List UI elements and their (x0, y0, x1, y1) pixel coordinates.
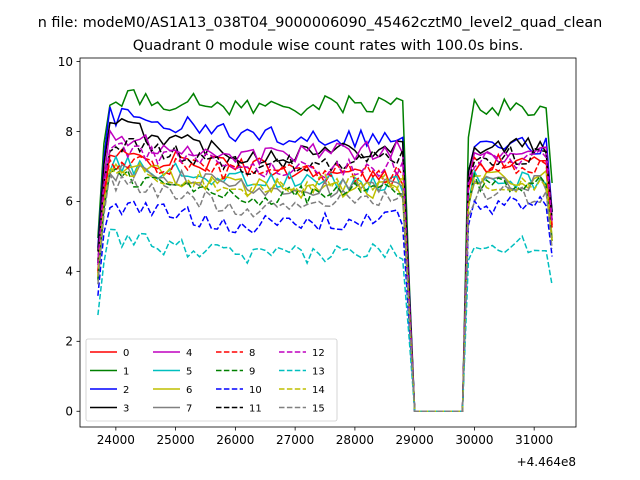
x-axis: 24000 25000 26000 27000 28000 29000 30000 31000 (97, 427, 553, 447)
x-offset-label: +4.464e8 (517, 455, 576, 469)
legend-label-11: 11 (249, 403, 262, 414)
x-tick-label: 28000 (336, 433, 374, 447)
series-layer (97, 88, 553, 413)
legend-label-10: 10 (249, 385, 262, 396)
series-line-14 (97, 161, 553, 413)
figure-suptitle: n file: modeM0/AS1A13_038T04_9000006090_… (38, 15, 603, 31)
legend-label-5: 5 (186, 366, 192, 377)
series-line-3 (97, 117, 553, 413)
x-tick-label: 26000 (216, 433, 254, 447)
series-line-9 (97, 167, 553, 413)
legend-label-8: 8 (249, 348, 255, 359)
x-tick-label: 25000 (157, 433, 195, 447)
series-line-11 (97, 137, 553, 413)
series-line-0 (97, 148, 553, 413)
legend-label-15: 15 (312, 403, 325, 414)
legend-label-13: 13 (312, 366, 325, 377)
legend-label-6: 6 (186, 385, 192, 396)
y-tick-label: 8 (65, 125, 73, 139)
legend-label-1: 1 (123, 366, 129, 377)
series-line-1 (97, 88, 553, 413)
y-tick-label: 10 (58, 55, 73, 69)
chart-title: Quadrant 0 module wise count rates with … (133, 38, 524, 54)
series-line-7 (97, 163, 553, 413)
axes-frame (79, 57, 577, 428)
series-line-15 (97, 173, 553, 413)
legend-label-2: 2 (123, 385, 129, 396)
x-tick-label: 27000 (276, 433, 314, 447)
series-line-13 (97, 228, 553, 413)
x-tick-label: 30000 (455, 433, 493, 447)
series-line-8 (97, 155, 553, 413)
x-tick-label: 31000 (515, 433, 553, 447)
y-tick-label: 6 (65, 195, 73, 209)
legend-label-4: 4 (186, 348, 192, 359)
series-line-12 (97, 142, 553, 413)
y-tick-label: 0 (65, 405, 73, 419)
y-axis: 0 2 4 6 8 10 (58, 55, 80, 419)
legend-label-3: 3 (123, 403, 129, 414)
x-tick-label: 24000 (97, 433, 135, 447)
legend-label-9: 9 (249, 366, 255, 377)
legend-label-0: 0 (123, 348, 129, 359)
legend-label-12: 12 (312, 348, 325, 359)
series-line-2 (97, 106, 553, 413)
legend-box (85, 338, 338, 422)
legend-label-14: 14 (312, 385, 325, 396)
y-tick-label: 4 (65, 265, 73, 279)
series-line-4 (97, 128, 553, 413)
y-tick-label: 2 (65, 335, 73, 349)
legend-label-7: 7 (186, 403, 192, 414)
x-tick-label: 29000 (396, 433, 434, 447)
series-line-10 (97, 195, 553, 413)
